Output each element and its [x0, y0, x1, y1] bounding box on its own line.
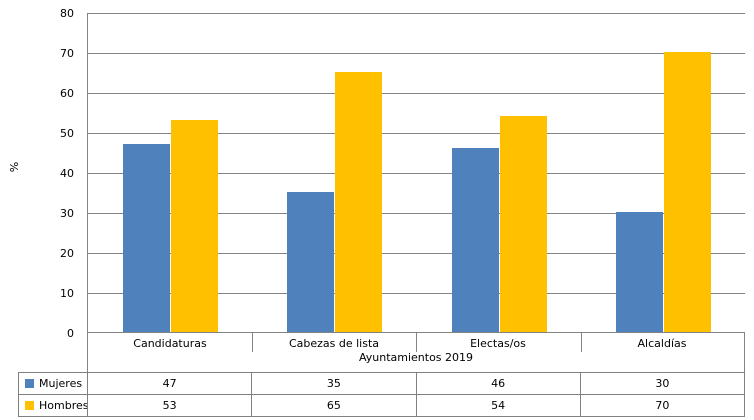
legend-label: Mujeres [39, 377, 83, 390]
y-tick-label: 70 [60, 47, 74, 60]
bar-mujeres-0 [122, 144, 170, 332]
bar-hombres-3 [664, 52, 712, 332]
legend-cell-mujeres: Mujeres [19, 373, 88, 395]
x-axis-title: Ayuntamientos 2019 [358, 351, 474, 364]
category-tick [251, 333, 253, 352]
bar-group-0 [88, 14, 253, 332]
gridline [88, 133, 745, 134]
legend-label: Hombres [39, 399, 88, 412]
table-value-mujeres-1: 35 [252, 373, 417, 395]
y-tick-label: 0 [67, 327, 74, 340]
bar-mujeres-2 [451, 148, 499, 332]
y-tick-label: 80 [60, 7, 74, 20]
bar-group-2 [417, 14, 582, 332]
table-value-mujeres-2: 46 [416, 373, 581, 395]
bar-hombres-2 [499, 116, 547, 332]
y-tick-label: 50 [60, 127, 74, 140]
data-table: Mujeres 47 35 46 30 Hombres 53 65 54 70 [18, 372, 745, 417]
legend-swatch-mujeres [25, 379, 34, 388]
bar-group-3 [582, 14, 747, 332]
gridline [88, 293, 745, 294]
category-label: Candidaturas [133, 337, 207, 350]
x-axis-category-strip: Candidaturas Cabezas de lista Electas/os Al… [87, 333, 745, 372]
gridline [88, 173, 745, 174]
table-value-hombres-0: 53 [88, 395, 253, 417]
y-tick-label: 30 [60, 207, 74, 220]
plot-area [87, 13, 745, 333]
bar-hombres-1 [335, 72, 383, 332]
gridline [88, 213, 745, 214]
y-tick-label: 60 [60, 87, 74, 100]
y-tick-label: 40 [60, 167, 74, 180]
y-tick-label: 10 [60, 287, 74, 300]
category-label: Electas/os [470, 337, 526, 350]
table-value-hombres-2: 54 [416, 395, 581, 417]
bar-hombres-0 [170, 120, 218, 332]
category-label: Cabezas de lista [288, 337, 380, 350]
y-axis-title: % [8, 161, 21, 173]
category-label: Alcaldías [637, 337, 687, 350]
legend-cell-hombres: Hombres [19, 395, 88, 417]
table-value-hombres-3: 70 [580, 395, 745, 417]
y-tick-label: 20 [60, 247, 74, 260]
category-tick [580, 333, 582, 352]
bar-group-1 [253, 14, 418, 332]
category-tick [416, 333, 417, 352]
bar-mujeres-3 [616, 212, 664, 332]
gridline [88, 253, 745, 254]
gridline [88, 53, 745, 54]
bar-mujeres-1 [287, 192, 335, 332]
gridline [88, 93, 745, 94]
table-value-mujeres-3: 30 [580, 373, 745, 395]
legend-swatch-hombres [25, 401, 34, 410]
table-value-mujeres-0: 47 [88, 373, 253, 395]
table-value-hombres-1: 65 [252, 395, 417, 417]
